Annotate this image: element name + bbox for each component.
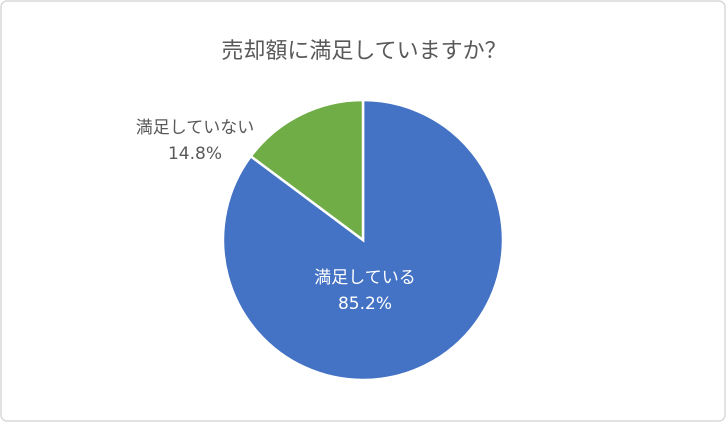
slice-value-label: 14.8% [168, 144, 222, 164]
slice-value-label: 85.2% [338, 294, 392, 314]
pie-slice [249, 98, 365, 243]
slice-label: 満足していない [136, 118, 255, 138]
slice-label: 満足している [314, 268, 416, 288]
chart-title: 売却額に満足していますか？ [221, 39, 506, 64]
